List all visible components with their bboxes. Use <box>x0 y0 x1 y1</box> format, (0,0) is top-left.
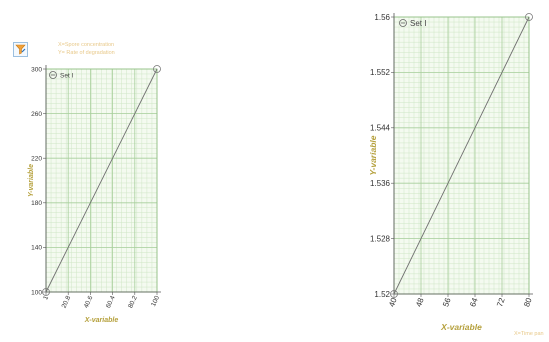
right-annotation: X=Time pan <box>514 331 544 337</box>
x-tick-label: 1 <box>42 295 50 302</box>
x-tick-label: 56 <box>441 296 453 308</box>
y-tick-label: 1.536 <box>370 179 391 188</box>
left-annotation-line1: X=Spore concentration <box>58 42 115 48</box>
data-point <box>525 13 533 21</box>
y-tick-label: 180 <box>31 200 42 207</box>
data-point <box>42 288 50 296</box>
data-point <box>390 290 398 298</box>
y-tick-label: 1.52 <box>374 290 390 299</box>
y-tick-label: 1.528 <box>370 234 391 243</box>
data-point <box>153 65 161 73</box>
y-tick-label: 1.56 <box>374 13 390 22</box>
y-axis-title: Y-variable <box>368 135 378 175</box>
legend-marker <box>399 19 407 27</box>
legend-marker <box>49 71 57 79</box>
chart-2: 1.52 1.528 1.536 1.544 1.552 1.56 40 48 56 64 72 80… <box>368 13 534 332</box>
x-tick-label: 20.8 <box>61 295 73 310</box>
x-tick-label: 48 <box>414 296 426 308</box>
series-line <box>393 16 530 295</box>
y-tick-label: 260 <box>31 111 42 118</box>
filter-pencil-icon <box>15 44 26 55</box>
y-tick-label: 220 <box>31 155 42 162</box>
y-axis-title: Y-variable <box>28 164 35 197</box>
x-tick-label: 64 <box>468 296 480 308</box>
y-tick-label: 300 <box>31 66 42 73</box>
series-line <box>45 68 158 293</box>
filter-tool-button[interactable] <box>13 42 28 57</box>
chart-1: 100 140 180 220 260 300 1 20.8 40.6 60.4 80.2 100 X-… <box>28 65 161 324</box>
x-tick-label: 80 <box>522 296 534 308</box>
x-axis-title: X-variable <box>84 317 119 324</box>
x-tick-label: 72 <box>495 296 507 308</box>
y-tick-label: 140 <box>31 245 42 252</box>
left-annotation-line2: Y= Rate of degradation <box>58 50 115 56</box>
legend-label: Set I <box>60 72 74 79</box>
y-tick-label: 1.544 <box>370 124 391 133</box>
x-axis-title: X-variable <box>440 322 482 332</box>
y-tick-label: 1.552 <box>370 68 391 77</box>
legend-label: Set I <box>410 19 426 28</box>
x-tick-label: 60.4 <box>105 295 117 310</box>
x-tick-label: 80.2 <box>127 295 139 310</box>
x-tick-label: 40 <box>387 296 399 308</box>
y-tick-label: 100 <box>31 289 42 296</box>
x-tick-label: 100 <box>150 295 161 308</box>
x-tick-label: 40.6 <box>83 295 95 310</box>
